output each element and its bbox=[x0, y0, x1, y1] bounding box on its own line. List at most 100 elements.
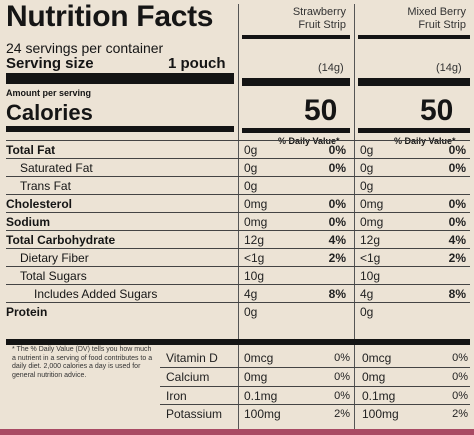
vitamin-daily-value: 0% bbox=[452, 352, 468, 364]
nutrient-daily-value: 0% bbox=[328, 197, 346, 211]
amount-per-serving: Amount per serving bbox=[6, 88, 92, 98]
vitamin-amount: 0.1mg bbox=[362, 389, 396, 403]
divider-thick bbox=[6, 339, 470, 345]
nutrient-daily-value: 2% bbox=[448, 251, 466, 265]
divider-thick bbox=[6, 73, 234, 84]
nutrient-amount: <1g bbox=[360, 251, 381, 265]
row-divider bbox=[6, 176, 470, 177]
row-divider bbox=[6, 212, 470, 213]
column-name-line1: Mixed Berry bbox=[407, 6, 466, 18]
column-grams: (14g) bbox=[318, 62, 344, 74]
nutrient-amount: 0g bbox=[244, 179, 258, 193]
servings-per-container: 24 servings per container bbox=[6, 40, 164, 56]
vitamin-daily-value: 0% bbox=[452, 371, 468, 383]
row-divider bbox=[160, 404, 470, 405]
vitamin-name: Iron bbox=[166, 389, 187, 403]
vitamin-daily-value: 0% bbox=[452, 390, 468, 402]
nutrient-name: Total Carbohydrate bbox=[6, 233, 116, 247]
nutrient-amount: 0mg bbox=[360, 215, 384, 229]
nutrient-name: Saturated Fat bbox=[20, 161, 93, 175]
column-header-strawberry: Strawberry Fruit Strip bbox=[246, 6, 346, 32]
column-divider bbox=[358, 78, 470, 86]
nutrient-amount: <1g bbox=[244, 251, 265, 265]
column-divider bbox=[242, 78, 350, 86]
vitamin-amount: 0mcg bbox=[244, 351, 274, 365]
column-calories: 50 bbox=[304, 94, 338, 127]
serving-size-label: Serving size bbox=[6, 55, 94, 72]
nutrient-daily-value: 2% bbox=[328, 251, 346, 265]
nutrient-amount: 0g bbox=[360, 179, 374, 193]
nutrient-name: Cholesterol bbox=[6, 197, 73, 211]
vitamin-daily-value: 0% bbox=[334, 352, 350, 364]
package-background bbox=[0, 429, 474, 435]
vitamin-daily-value: 2% bbox=[452, 408, 468, 420]
nutrient-name: Sodium bbox=[6, 215, 50, 229]
nutrient-name: Dietary Fiber bbox=[20, 251, 89, 265]
column-header-mixed-berry: Mixed Berry Fruit Strip bbox=[362, 6, 466, 32]
column-grams: (14g) bbox=[436, 62, 462, 74]
nutrient-name: Total Sugars bbox=[20, 269, 87, 283]
row-divider bbox=[160, 386, 470, 387]
nutrient-name: Includes Added Sugars bbox=[34, 287, 158, 301]
column-calories: 50 bbox=[420, 94, 454, 127]
nutrient-amount: 0g bbox=[360, 161, 374, 175]
nutrient-daily-value: 0% bbox=[328, 161, 346, 175]
nutrient-amount: 0g bbox=[244, 143, 258, 157]
row-divider bbox=[6, 302, 470, 303]
nutrient-daily-value: 0% bbox=[328, 143, 346, 157]
nutrient-amount: 0g bbox=[244, 305, 258, 319]
row-divider bbox=[6, 194, 470, 195]
vitamin-daily-value: 2% bbox=[334, 408, 350, 420]
nutrient-name: Total Fat bbox=[6, 143, 56, 157]
nutrient-amount: 0mg bbox=[360, 197, 384, 211]
nutrient-amount: 4g bbox=[360, 287, 374, 301]
nutrient-daily-value: 0% bbox=[448, 161, 466, 175]
row-divider bbox=[6, 248, 470, 249]
vitamin-name: Vitamin D bbox=[166, 351, 218, 365]
vitamin-amount: 0mg bbox=[244, 370, 268, 384]
nutrient-daily-value: 0% bbox=[448, 215, 466, 229]
nutrient-amount: 0g bbox=[360, 305, 374, 319]
nutrient-amount: 0mg bbox=[244, 215, 268, 229]
serving-size-value: 1 pouch bbox=[168, 55, 226, 72]
vitamin-name: Potassium bbox=[166, 407, 223, 421]
nutrient-amount: 0g bbox=[244, 161, 258, 175]
nutrient-amount: 10g bbox=[244, 269, 265, 283]
divider-medium bbox=[6, 126, 234, 132]
nutrient-daily-value: 8% bbox=[328, 287, 346, 301]
row-divider bbox=[160, 367, 470, 368]
column-separator bbox=[238, 4, 239, 429]
vitamin-name: Calcium bbox=[166, 370, 210, 384]
column-dv-header: % Daily Value* bbox=[278, 136, 340, 146]
nutrient-amount: 4g bbox=[244, 287, 258, 301]
nutrient-daily-value: 4% bbox=[328, 233, 346, 247]
calories-label: Calories bbox=[6, 100, 93, 125]
vitamin-amount: 0mcg bbox=[362, 351, 392, 365]
nutrient-daily-value: 8% bbox=[448, 287, 466, 301]
nutrient-daily-value: 0% bbox=[328, 215, 346, 229]
nutrient-amount: 12g bbox=[244, 233, 265, 247]
column-divider bbox=[242, 35, 350, 39]
row-divider bbox=[6, 140, 470, 141]
column-dv-header: % Daily Value* bbox=[394, 136, 456, 146]
column-divider bbox=[358, 128, 470, 133]
column-name-line2: Fruit Strip bbox=[298, 19, 346, 31]
nutrient-daily-value: 0% bbox=[448, 143, 466, 157]
vitamin-daily-value: 0% bbox=[334, 390, 350, 402]
row-divider bbox=[6, 266, 470, 267]
nutrient-amount: 12g bbox=[360, 233, 381, 247]
nutrient-name: Trans Fat bbox=[20, 179, 71, 193]
nutrient-daily-value: 4% bbox=[448, 233, 466, 247]
column-divider bbox=[358, 35, 470, 39]
column-name-line1: Strawberry bbox=[292, 6, 346, 18]
row-divider bbox=[6, 284, 470, 285]
vitamin-amount: 100mg bbox=[244, 407, 281, 421]
row-divider bbox=[6, 158, 470, 159]
label-title: Nutrition Facts bbox=[6, 0, 214, 33]
column-divider bbox=[242, 128, 350, 133]
vitamin-daily-value: 0% bbox=[334, 371, 350, 383]
vitamin-amount: 100mg bbox=[362, 407, 399, 421]
nutrient-amount: 0mg bbox=[244, 197, 268, 211]
row-divider bbox=[6, 230, 470, 231]
